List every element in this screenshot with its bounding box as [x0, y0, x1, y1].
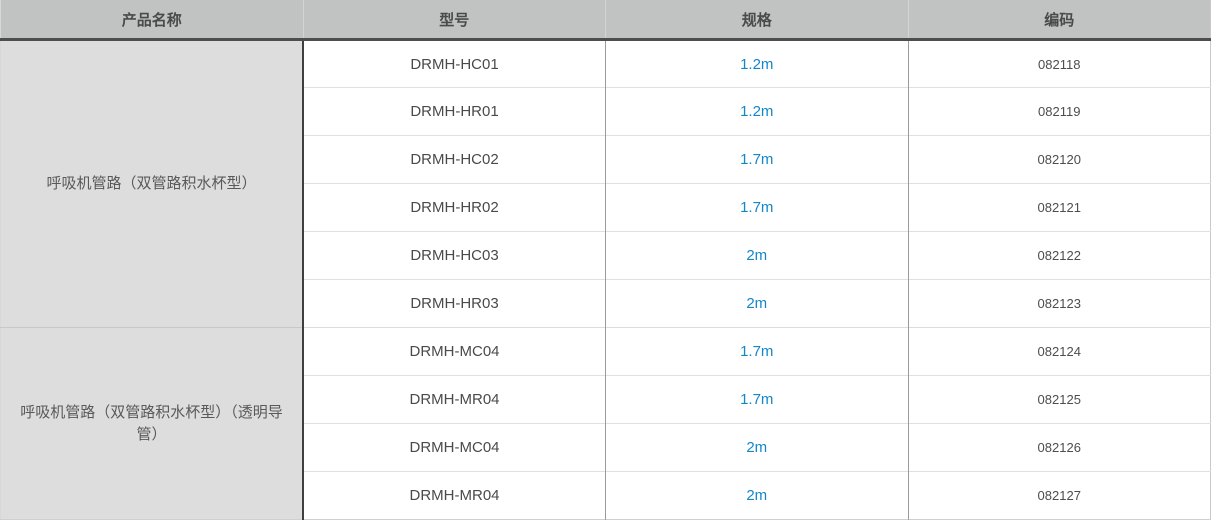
- code-cell: 082122: [908, 231, 1211, 280]
- table-row: DRMH-HR03 2m 082123: [1, 279, 1211, 328]
- code-cell: 082124: [908, 327, 1211, 376]
- table-row: DRMH-HR01 1.2m 082119: [1, 87, 1211, 136]
- table-row: DRMH-MC04 2m 082126: [1, 423, 1211, 472]
- column-header-spec: 规格: [605, 0, 908, 41]
- spec-link[interactable]: 2m: [605, 279, 909, 328]
- model-cell: DRMH-MC04: [303, 327, 606, 376]
- code-cell: 082119: [908, 87, 1211, 136]
- product-name-cell: 呼吸机管路（双管路积水杯型）: [0, 39, 304, 328]
- model-cell: DRMH-HR02: [303, 183, 606, 232]
- spec-link[interactable]: 1.2m: [605, 87, 909, 136]
- spec-link[interactable]: 1.2m: [605, 39, 909, 88]
- table-row: DRMH-HR02 1.7m 082121: [1, 183, 1211, 232]
- spec-link[interactable]: 1.7m: [605, 135, 909, 184]
- spec-link[interactable]: 2m: [605, 231, 909, 280]
- model-cell: DRMH-HC03: [303, 231, 606, 280]
- code-cell: 082127: [908, 471, 1211, 520]
- table-row: 呼吸机管路（双管路积水杯型）（透明导管） DRMH-MC04 1.7m 0821…: [0, 327, 1211, 520]
- model-cell: DRMH-HC02: [303, 135, 606, 184]
- column-header-code: 编码: [907, 0, 1211, 41]
- spec-link[interactable]: 2m: [605, 471, 909, 520]
- code-cell: 082118: [908, 39, 1211, 88]
- model-cell: DRMH-MC04: [303, 423, 606, 472]
- code-cell: 082123: [908, 279, 1211, 328]
- model-cell: DRMH-MR04: [303, 375, 606, 424]
- spec-link[interactable]: 1.7m: [605, 375, 909, 424]
- model-cell: DRMH-HC01: [303, 39, 606, 88]
- code-cell: 082125: [908, 375, 1211, 424]
- spec-link[interactable]: 1.7m: [605, 183, 909, 232]
- spec-link[interactable]: 1.7m: [605, 327, 909, 376]
- header-row: 产品名称 型号 规格 编码: [0, 0, 1211, 41]
- model-cell: DRMH-MR04: [303, 471, 606, 520]
- product-name-cell: 呼吸机管路（双管路积水杯型）（透明导管）: [0, 327, 304, 520]
- table-row: DRMH-HC03 2m 082122: [1, 231, 1211, 280]
- column-header-product-name: 产品名称: [0, 0, 303, 41]
- table-row: DRMH-MR04 2m 082127: [1, 471, 1211, 520]
- code-cell: 082126: [908, 423, 1211, 472]
- table-row: DRMH-HC02 1.7m 082120: [1, 135, 1211, 184]
- code-cell: 082120: [908, 135, 1211, 184]
- model-cell: DRMH-HR03: [303, 279, 606, 328]
- table-row: 呼吸机管路（双管路积水杯型） DRMH-HC01 1.2m 082118: [0, 39, 1211, 328]
- table-row: DRMH-MR04 1.7m 082125: [1, 375, 1211, 424]
- column-header-model: 型号: [302, 0, 606, 41]
- model-cell: DRMH-HR01: [303, 87, 606, 136]
- code-cell: 082121: [908, 183, 1211, 232]
- spec-link[interactable]: 2m: [605, 423, 909, 472]
